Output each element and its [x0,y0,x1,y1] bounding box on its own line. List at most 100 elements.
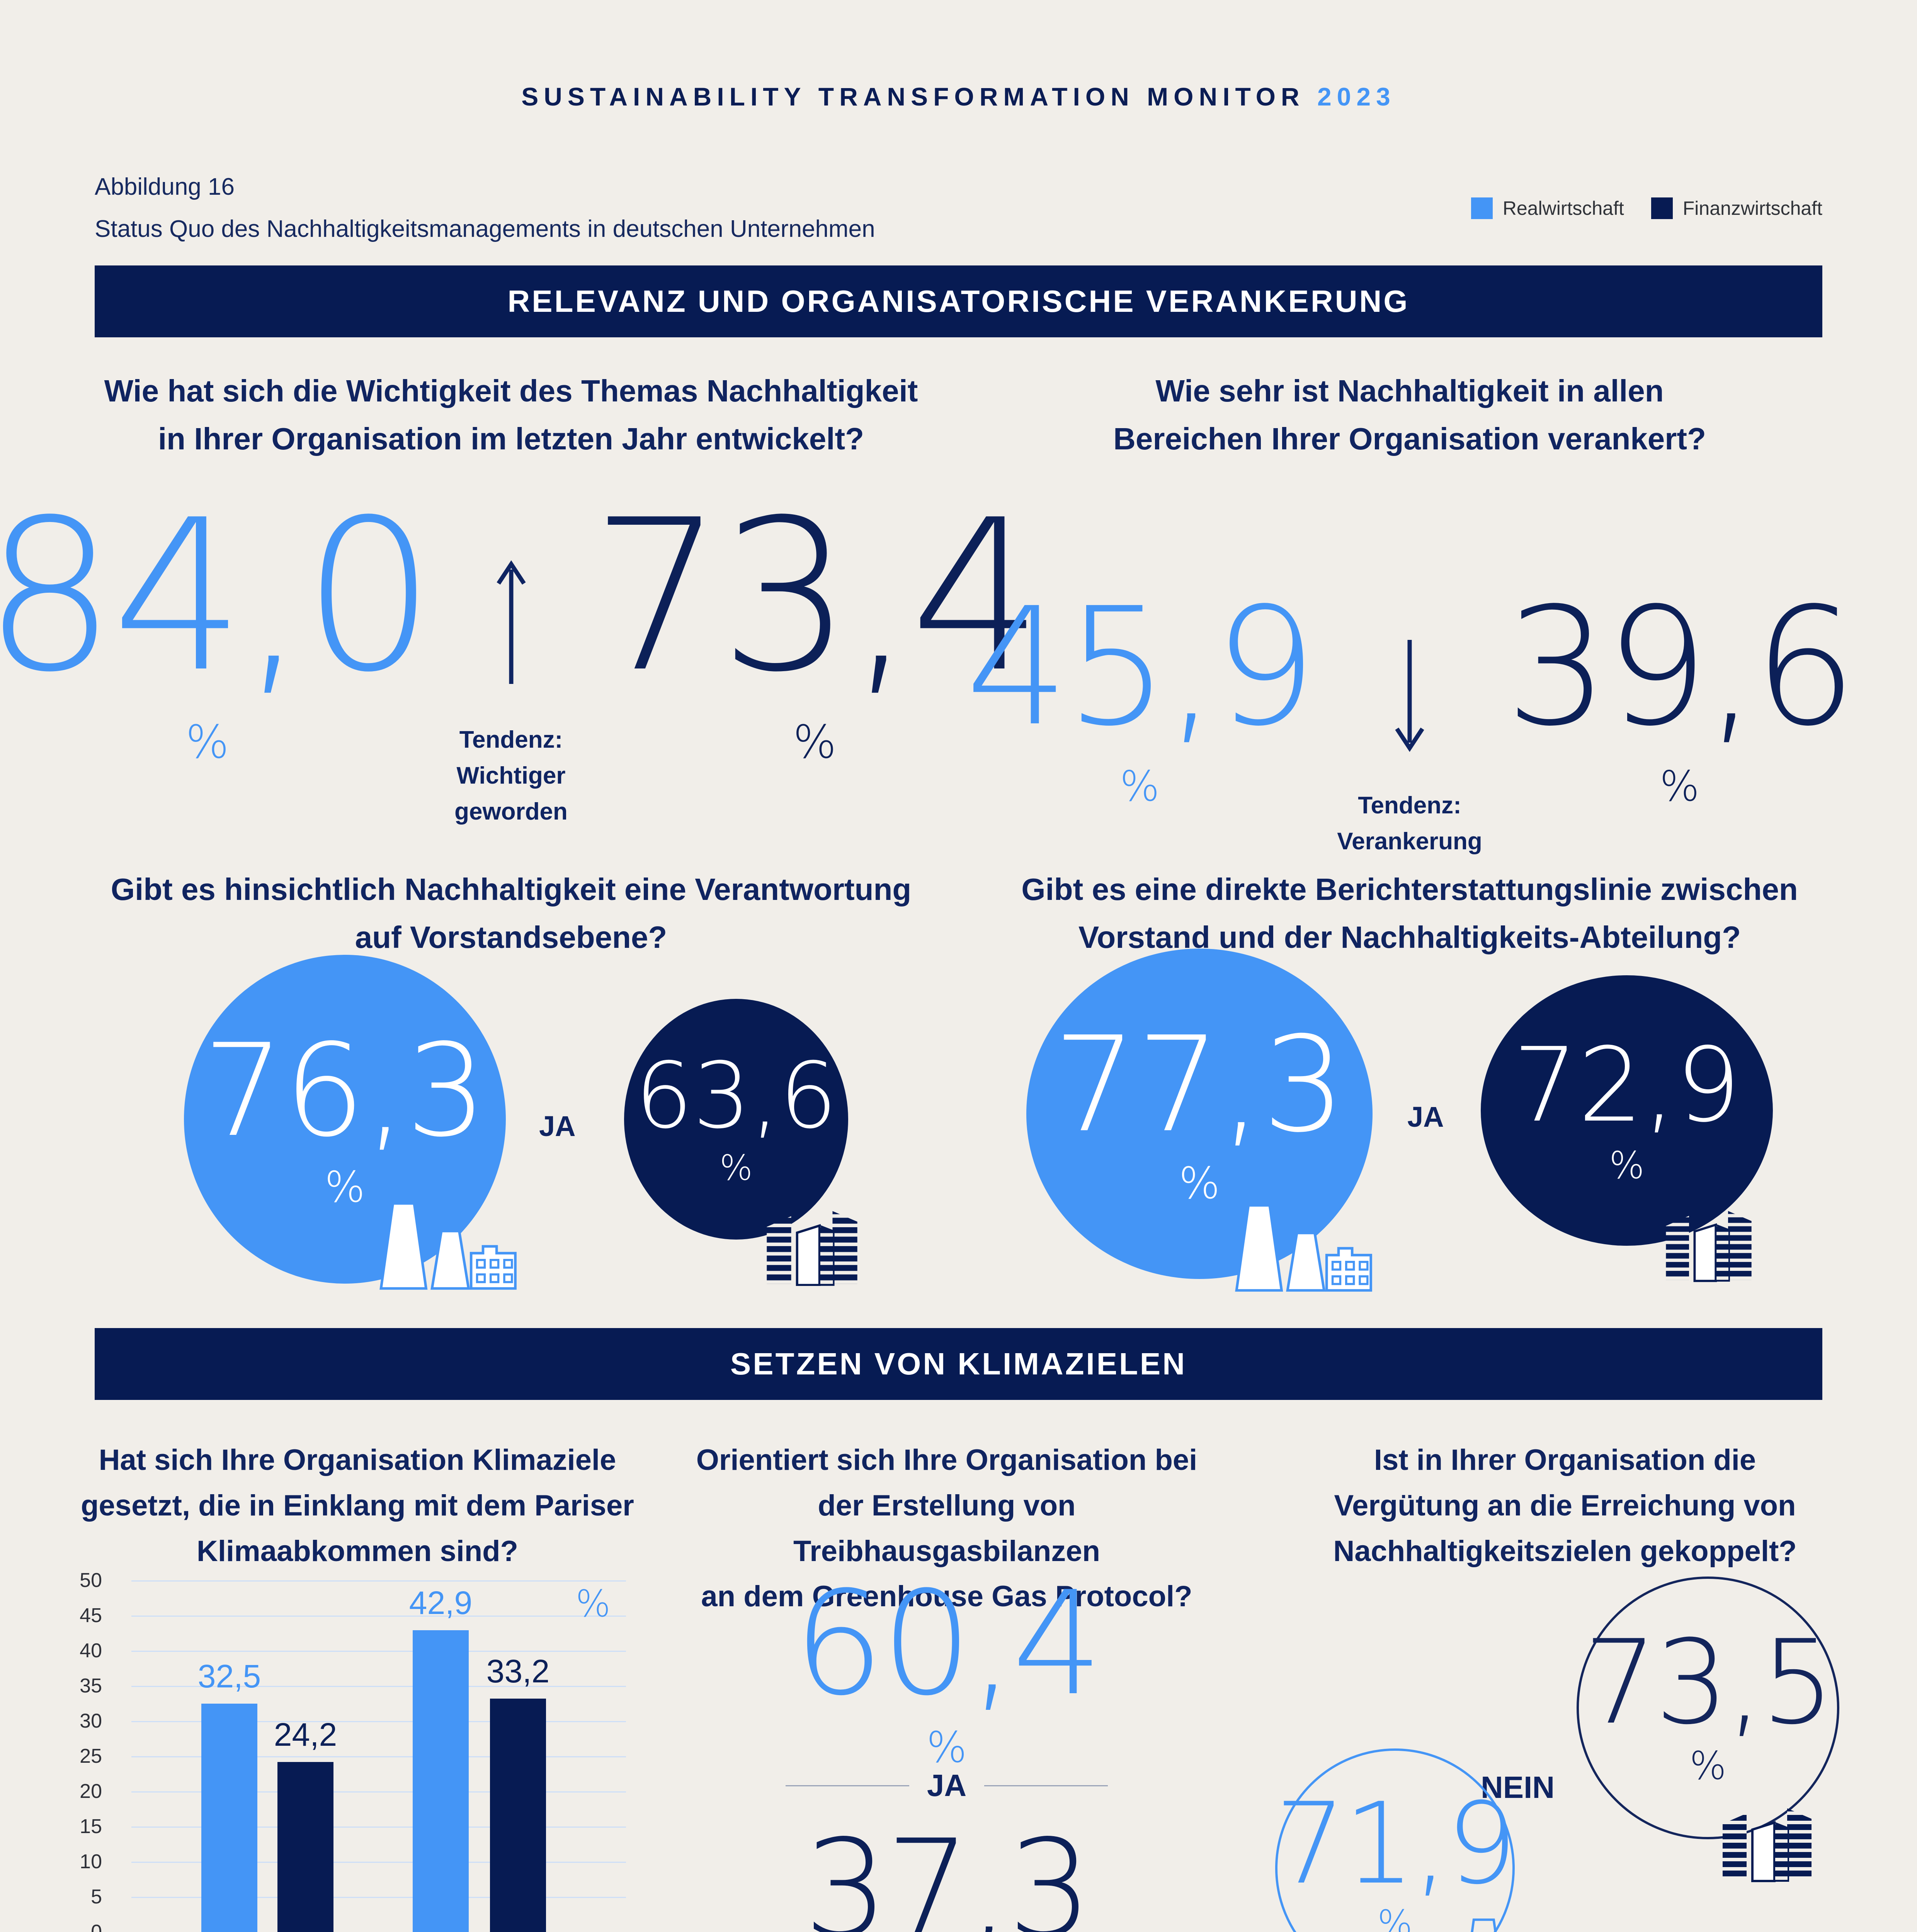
circles-vorstand: Gibt es hinsichtlich Nachhaltigkeit eine… [95,850,927,1333]
legend-item-finanzwirtschaft: Finanzwirtschaft [1651,197,1822,219]
trend-line: Tendenz: [459,726,563,753]
buildings-icon [1716,1785,1839,1884]
circle-finanzwirtschaft: 63,6 % [624,999,848,1240]
percent-sign: % [1609,1143,1645,1187]
percent-sign: % [185,715,229,769]
gridline [131,1756,626,1757]
question-line: Wie hat sich die Wichtigkeit des Themas … [104,374,918,408]
stat-realwirtschaft: 84,0 % [0,475,435,769]
percent-sign: % [1689,1743,1726,1788]
unit-label: % [575,1583,611,1625]
answer-divider: JA [676,1768,1217,1803]
factory-icon [1453,1882,1592,1932]
answer-label: JA [927,1768,967,1803]
y-tick-label: 45 [80,1604,102,1627]
stat-value-real: 84,0 [0,475,435,718]
arrow-down-icon [1392,637,1427,753]
bar-finanz-ja [277,1762,333,1932]
figure-title-block: Abbildung 16 Status Quo des Nachhaltigke… [95,166,875,250]
legend-swatch-real [1471,197,1493,219]
trend-line: Wichtiger geworden [454,762,568,825]
legend-item-realwirtschaft: Realwirtschaft [1471,197,1624,219]
stat-value-finanz: 37,3 [803,1811,1092,1932]
question-line: Wie sehr ist Nachhaltigkeit in allen [1155,374,1664,408]
percent-sign: % [926,1722,967,1772]
stat-values: 84,0 % Tendenz: Wichtiger geworden 73,4 … [0,492,1043,830]
bar-slot: 42,9 [409,1580,472,1932]
stat-verankerung: Wie sehr ist Nachhaltigkeit in allen Ber… [966,367,1857,859]
stat-value-real: 45,9 [965,573,1317,762]
divider-line [984,1785,1108,1786]
y-tick-label: 20 [80,1780,102,1803]
y-tick-label: 15 [80,1815,102,1838]
gridline [131,1580,626,1582]
buildings-icon [1659,1189,1778,1283]
percent-sign: % [1120,762,1160,811]
percent-sign: % [325,1162,365,1212]
klima-gridlines [131,1580,626,1932]
percent-sign: % [1377,1902,1413,1932]
masthead-year: 2023 [1317,82,1396,111]
answer-label: JA [539,1110,576,1142]
circle-value: 71,9 [1274,1779,1517,1910]
divider-line [785,1785,909,1786]
percent-sign: % [793,715,837,769]
masthead: SUSTAINABILITY TRANSFORMATION MONITOR 20… [0,82,1917,111]
circle-realwirtschaft: 77,3 % [1026,949,1373,1279]
question-line: Klimaabkommen sind? [197,1534,518,1568]
bar-slot: 24,2 [274,1580,337,1932]
question-line: Vorstand und der Nachhaltigkeits-Abteilu… [1078,920,1741,954]
gridline [131,1791,626,1793]
trend-block: Tendenz: Verankerung [1337,590,1482,859]
bar-slot: 32,5 [198,1580,261,1932]
bar-real-vorbereitung [413,1630,469,1932]
y-tick-label: 35 [80,1675,102,1697]
klima-bar-chart: Hat sich Ihre Organisation Klimaziele ge… [58,1422,657,1932]
bar-slot: 33,2 [486,1580,549,1932]
figure-label: Abbildung 16 [95,173,235,200]
question: Gibt es eine direkte Berichterstattungsl… [997,866,1822,961]
bar-finanz-vorbereitung [490,1698,546,1932]
factory-icon [1227,1165,1374,1293]
question-line: Ist in Ihrer Organisation die [1374,1444,1756,1476]
y-tick-label: 0 [91,1921,102,1932]
buildings-icon [760,1189,886,1286]
y-tick-label: 40 [80,1639,102,1662]
bar-value-label: 33,2 [486,1653,550,1689]
y-tick-label: 10 [80,1850,102,1873]
y-tick-label: 5 [91,1886,102,1908]
question: Hat sich Ihre Organisation Klimaziele ge… [58,1437,657,1574]
circle-value: 77,3 [1053,1008,1346,1162]
section-band-title: SETZEN VON KLIMAZIELEN [730,1347,1187,1381]
stat-finanzwirtschaft: 39,6 % [1505,587,1857,811]
gridline [131,1862,626,1863]
klima-ghg-stats: Orientiert sich Ihre Organisation bei de… [676,1422,1217,1932]
bar-value-label: 42,9 [409,1585,473,1621]
section-band-title: RELEVANZ UND ORGANISATORISCHE VERANKERUN… [507,284,1410,318]
gridline [131,1686,626,1687]
stat-finanzwirtschaft: 37,3 % [676,1811,1217,1932]
question: Ist in Ihrer Organisation die Vergütung … [1237,1437,1893,1574]
circle-value: 72,9 [1512,1026,1741,1145]
figure-head: Abbildung 16 Status Quo des Nachhaltigke… [95,166,1822,250]
legend-swatch-finanz [1651,197,1673,219]
klima-verguetung: Ist in Ihrer Organisation die Vergütung … [1237,1422,1893,1932]
klima-plot: % 32,5 24,2 42,9 33,2 Ja Zur Zeit in Vor… [131,1580,626,1932]
trend-line: Tendenz: [1358,792,1461,819]
trend-label: Tendenz: Wichtiger geworden [454,722,568,830]
y-tick-label: 50 [80,1569,102,1592]
bar-real-ja [201,1703,257,1932]
circle-finanzwirtschaft: 72,9 % [1481,975,1773,1246]
answer-label: NEIN [1481,1770,1555,1804]
question-line: der Erstellung von Treibhausgasbilanzen [793,1489,1100,1568]
stat-importance: Wie hat sich die Wichtigkeit des Themas … [0,367,1043,830]
stat-finanzwirtschaft: 73,4 % [590,475,1043,769]
question-line: an dem Greenhouse Gas Protocol? [701,1580,1192,1613]
arrow-up-icon [494,560,529,687]
question: Wie hat sich die Wichtigkeit des Themas … [95,367,927,463]
gridline [131,1616,626,1617]
stat-value-finanz: 73,4 [590,475,1043,718]
gridline [131,1897,626,1898]
trend-block: Tendenz: Wichtiger geworden [454,498,568,830]
